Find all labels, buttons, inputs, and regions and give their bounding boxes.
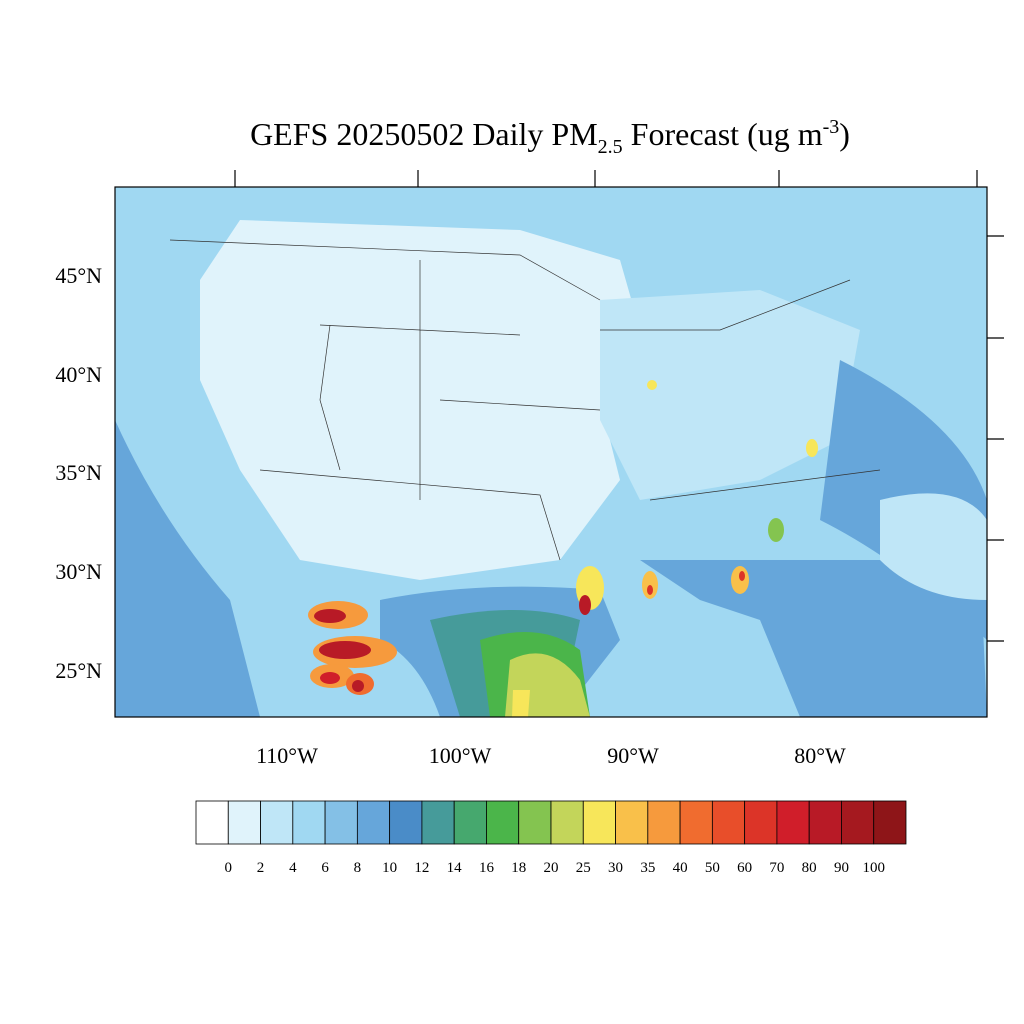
title-main: GEFS 20250502 Daily PM: [250, 116, 598, 152]
colorbar-box: [324, 800, 358, 845]
map-frame: [114, 186, 988, 718]
colorbar-box: [744, 800, 778, 845]
colorbar-box: [356, 800, 391, 845]
colorbar-label: 10: [382, 860, 397, 876]
colorbar-box: [873, 800, 907, 845]
colorbar-label: 4: [289, 860, 297, 876]
colorbar-label: 0: [225, 860, 233, 876]
colorbar-label: 40: [673, 860, 688, 876]
colorbar-box: [195, 800, 229, 845]
colorbar-box: [292, 800, 326, 845]
title-superscript: -3: [823, 116, 840, 138]
colorbar-box: [776, 800, 810, 845]
colorbar-box: [227, 800, 261, 845]
colorbar-label: 50: [705, 860, 720, 876]
colorbar-label: 35: [640, 860, 655, 876]
colorbar-label: 12: [414, 860, 429, 876]
colorbar-box: [453, 800, 487, 845]
colorbar-box: [486, 800, 520, 845]
colorbar-box: [421, 800, 455, 845]
lon-label: 90°W: [607, 743, 659, 768]
colorbar-label: 8: [354, 860, 362, 876]
colorbar-box: [647, 800, 681, 845]
colorbar-label: 18: [511, 860, 526, 876]
colorbar-label: 16: [479, 860, 495, 876]
map-field: [115, 187, 987, 717]
colorbar-box: [808, 800, 842, 845]
colorbar-label: 100: [862, 860, 885, 876]
colorbar-box: [841, 800, 875, 845]
colorbar-box: [260, 800, 294, 845]
lat-label: 30°N: [55, 559, 102, 584]
colorbar-box: [679, 800, 713, 845]
colorbar-label: 6: [321, 860, 329, 876]
colorbar-label: 25: [576, 860, 591, 876]
title-end: ): [839, 116, 850, 152]
title: GEFS 20250502 Daily PM2.5 Forecast (ug m…: [250, 116, 850, 158]
lon-label: 110°W: [256, 743, 318, 768]
colorbar-box: [615, 800, 649, 845]
colorbar-label: 70: [769, 860, 784, 876]
colorbar-label: 90: [834, 860, 849, 876]
title-rest: Forecast (ug m: [623, 116, 823, 152]
lat-label: 35°N: [55, 460, 102, 485]
colorbar-box: [389, 800, 423, 845]
colorbar-box: [550, 800, 584, 845]
lat-label: 25°N: [55, 658, 102, 683]
colorbar-box: [711, 800, 746, 845]
lat-label: 40°N: [55, 362, 102, 387]
lon-label: 80°W: [794, 743, 846, 768]
colorbar-box: [582, 800, 616, 845]
graticule-ticks: [234, 170, 1004, 642]
colorbar-label: 2: [257, 860, 265, 876]
lon-label: 100°W: [429, 743, 492, 768]
lat-label: 45°N: [55, 263, 102, 288]
colorbar-label: 60: [737, 860, 752, 876]
colorbar-label: 20: [544, 860, 559, 876]
colorbar-label: 30: [608, 860, 623, 876]
title-subscript: 2.5: [598, 136, 623, 158]
colorbar-label: 14: [447, 860, 463, 876]
colorbar-box: [518, 800, 552, 845]
colorbar-label: 80: [802, 860, 817, 876]
